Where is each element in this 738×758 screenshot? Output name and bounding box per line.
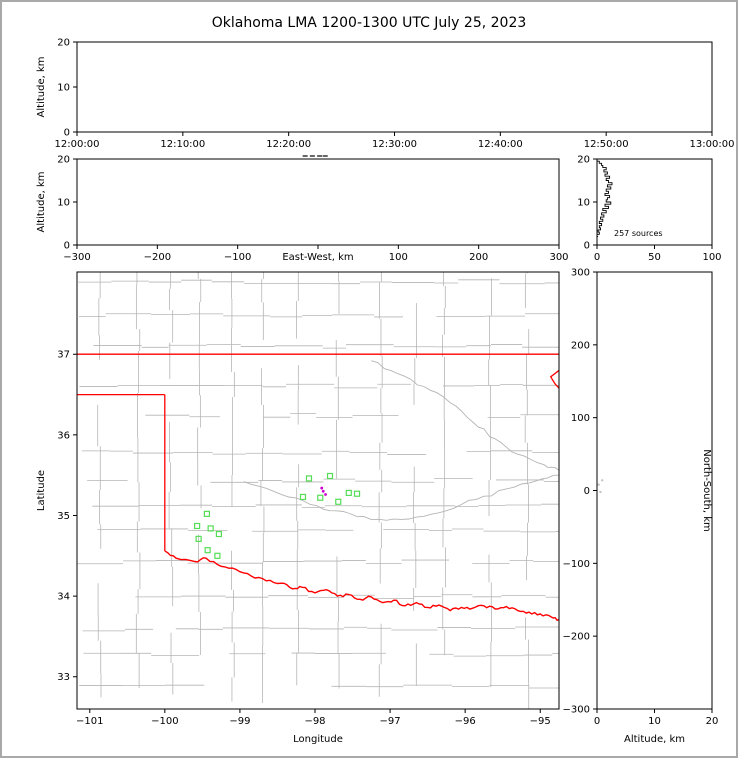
panel-frame — [596, 271, 713, 710]
river-line — [243, 474, 559, 521]
x-tick-label: 12:50:00 — [584, 139, 629, 150]
map-layers — [77, 272, 559, 709]
y-tick-label: 10 — [57, 198, 70, 209]
y-tick-label: 0 — [64, 128, 70, 139]
panel-ns-height: 0 10 20 −300 −200 −100 0 100 200 300 Altitude, km N… — [563, 268, 719, 746]
y-tick-label: 10 — [57, 83, 70, 94]
panel-frame — [76, 41, 713, 133]
y-tick-label: −200 — [563, 632, 590, 643]
lma-station-marker — [305, 475, 313, 482]
vhf-source-dot — [324, 493, 327, 496]
x-tick-label: 12:40:00 — [478, 139, 523, 150]
lma-station-marker — [345, 489, 352, 497]
y-tick-label: 20 — [577, 155, 590, 166]
lma-station-marker — [326, 472, 334, 480]
y-tick-label: −100 — [563, 559, 590, 570]
panel-frame — [76, 158, 560, 246]
x-tick-label: −300 — [63, 252, 90, 263]
x-tick-label: −100 — [224, 252, 251, 263]
y-tick-label: 0 — [64, 241, 70, 252]
y-tick-label: 36 — [57, 430, 70, 441]
y-tick-label: −300 — [563, 705, 590, 716]
x-tick-label: 50 — [648, 252, 661, 263]
x-tick-label: 12:00:00 — [55, 139, 100, 150]
lma-station-marker — [204, 547, 211, 554]
lma-station-marker — [207, 525, 214, 532]
x-tick-label: −99 — [229, 716, 250, 727]
vhf-source-dot — [600, 479, 604, 482]
x-tick-label: 100 — [389, 252, 408, 263]
lma-station-marker — [203, 510, 210, 517]
vhf-source-dot — [599, 490, 602, 494]
lma-station-marker — [317, 494, 324, 501]
x-tick-label: 13:00:00 — [690, 139, 735, 150]
x-tick-label: 300 — [549, 252, 568, 263]
source-count-annotation: 257 sources — [614, 229, 663, 238]
lma-station-marker — [299, 493, 307, 501]
x-tick-label: −98 — [304, 716, 325, 727]
x-tick-label: 0 — [594, 716, 600, 727]
x-tick-label: −96 — [455, 716, 476, 727]
y-tick-label: 37 — [57, 350, 70, 361]
x-tick-label: 12:10:00 — [160, 139, 205, 150]
vhf-source-dot — [597, 483, 600, 486]
y-tick-label: 35 — [57, 511, 70, 522]
y-tick-label: 10 — [577, 198, 590, 209]
x-tick-label: −101 — [76, 716, 103, 727]
y-tick-label: 34 — [57, 592, 70, 603]
lma-station-marker — [353, 490, 361, 497]
state-border-red-river — [164, 550, 559, 622]
vhf-source-dot — [321, 489, 325, 493]
x-tick-label: 10 — [648, 716, 661, 727]
panel-ew-height: −300 −200 −100 100 200 300 0 10 20 East-West, km A… — [36, 155, 569, 264]
y-tick-label: 0 — [584, 486, 590, 497]
panel-plan-map: −101 −100 −99 −98 −97 −96 −95 33 34 35 36 37 Longitu… — [36, 271, 560, 745]
x-axis-label: Longitude — [293, 734, 343, 745]
river-line — [371, 360, 559, 471]
x-tick-label: −100 — [151, 716, 178, 727]
x-axis-label: Altitude, km — [624, 734, 685, 745]
figure-title: Oklahoma LMA 1200-1300 UTC July 25, 2023 — [211, 15, 527, 31]
y-tick-label: 100 — [571, 413, 590, 424]
y-tick-label: 200 — [571, 340, 590, 351]
y-axis-label: Altitude, km — [36, 57, 47, 118]
lma-station-marker — [194, 522, 201, 530]
x-tick-label: 100 — [702, 252, 721, 263]
x-tick-label: 0 — [594, 252, 600, 263]
y-tick-label: 300 — [571, 268, 590, 279]
lma-station-marker — [195, 535, 202, 542]
x-tick-label: −97 — [380, 716, 401, 727]
state-border-line — [549, 369, 559, 389]
altitude-histogram-trace — [596, 159, 613, 237]
x-axis-label: East-West, km — [282, 252, 353, 263]
lma-station-marker — [335, 498, 342, 505]
x-tick-label: 12:20:00 — [266, 139, 311, 150]
x-tick-label: −200 — [144, 252, 171, 263]
y-axis-label: North-South, km — [701, 449, 712, 532]
panel-source-histogram: 257 sources 0 50 100 0 10 20 — [577, 155, 721, 264]
vhf-source-dot — [320, 486, 324, 490]
x-tick-label: 20 — [706, 716, 719, 727]
x-tick-label: 12:30:00 — [372, 139, 417, 150]
y-axis-label: Altitude, km — [36, 172, 47, 233]
y-tick-label: 20 — [57, 155, 70, 166]
y-tick-label: 20 — [57, 38, 70, 49]
y-tick-label: 33 — [57, 672, 70, 683]
panel-time-height: 12:00:00 12:10:00 12:20:00 12:30:00 12:40:00… — [36, 38, 734, 151]
y-tick-label: 0 — [584, 241, 590, 252]
lma-station-marker — [215, 530, 222, 538]
x-tick-label: −95 — [530, 716, 551, 727]
y-axis-label: Latitude — [36, 470, 47, 511]
x-tick-label: 200 — [469, 252, 488, 263]
lma-station-marker — [214, 552, 221, 559]
panel-frame — [76, 271, 560, 710]
